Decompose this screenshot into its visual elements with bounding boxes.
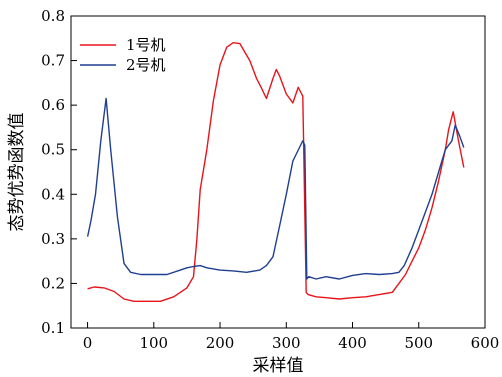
tick-layer: 0 100 200 300 400 500 600 0.1 0.2 0.3 0.4 0.5 0.6 0.7…	[41, 7, 499, 352]
y-tick-label: 0.4	[41, 185, 65, 203]
series-line-2	[86, 97, 465, 280]
x-tick-label: 400	[338, 334, 367, 352]
y-axis-label: 态势优势函数值	[7, 113, 27, 232]
x-axis-label: 采样值	[253, 356, 304, 376]
series-layer	[86, 42, 465, 302]
y-tick-label: 0.7	[41, 52, 65, 70]
y-tick-label: 0.8	[41, 7, 65, 25]
x-tick-label: 600	[471, 334, 500, 352]
y-tick-label: 0.3	[41, 230, 65, 248]
legend-label-2: 2号机	[126, 56, 166, 74]
series-line-1	[87, 42, 465, 302]
y-tick-label: 0.2	[41, 274, 65, 292]
x-tick-label: 0	[83, 334, 93, 352]
y-tick-label: 0.5	[41, 141, 65, 159]
legend-label-1: 1号机	[126, 36, 166, 54]
x-tick-label: 300	[272, 334, 301, 352]
plot-frame	[70, 15, 486, 329]
x-tick-label: 200	[206, 334, 235, 352]
x-tick-label: 500	[404, 334, 433, 352]
y-tick-label: 0.6	[41, 96, 65, 114]
x-tick-label: 100	[139, 334, 168, 352]
y-tick-label: 0.1	[41, 319, 65, 337]
